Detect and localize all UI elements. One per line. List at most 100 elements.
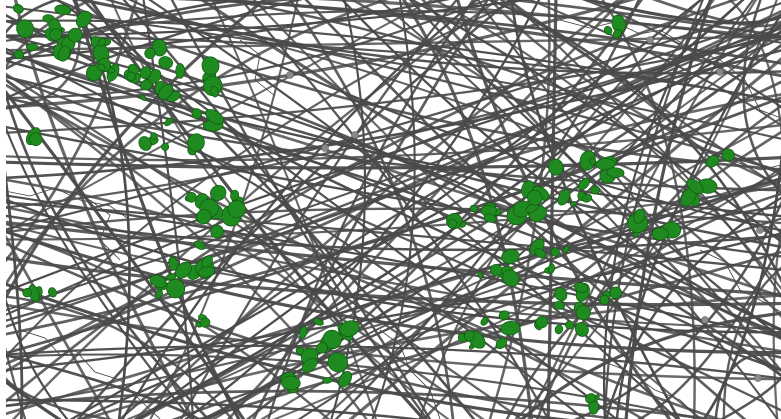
route-line — [239, 0, 550, 419]
route-line — [79, 293, 781, 419]
route-line — [0, 109, 193, 419]
vegetation-patch — [447, 218, 458, 229]
vegetation-patch — [459, 221, 467, 228]
route-line — [0, 80, 781, 337]
vegetation-patch — [49, 28, 63, 41]
route-line — [527, 0, 758, 419]
vegetation-patch — [553, 301, 566, 310]
vegetation-patch — [548, 158, 564, 176]
map-node — [646, 36, 654, 44]
route-line — [505, 192, 781, 419]
route-line — [195, 250, 781, 419]
route-line — [0, 80, 723, 419]
map-node — [756, 226, 764, 234]
route-line — [409, 0, 781, 244]
vegetation-patch — [191, 108, 203, 119]
vegetation-patch — [599, 294, 610, 305]
vegetation-patch — [338, 371, 353, 388]
route-line — [498, 0, 781, 236]
route-line — [0, 74, 368, 419]
route-line — [422, 130, 781, 419]
vegetation-patch — [149, 274, 167, 288]
vegetation-patch — [22, 287, 32, 298]
route-line — [0, 19, 781, 104]
vegetation-patch — [210, 85, 219, 98]
vegetation-patch — [158, 83, 174, 100]
vegetation-patch — [301, 357, 318, 373]
vegetation-patch — [199, 317, 211, 328]
vegetation-patch — [589, 157, 597, 165]
vegetation-patch — [150, 132, 158, 140]
route-line — [0, 0, 523, 365]
route-line — [582, 0, 781, 25]
route-line — [0, 0, 297, 74]
vegetation-patch — [26, 43, 39, 52]
vegetation-patch — [565, 320, 575, 330]
vegetation-patch — [483, 213, 497, 223]
route-line — [476, 0, 781, 372]
vegetation-patch — [155, 289, 163, 299]
vegetation-patch — [477, 270, 483, 279]
vegetation-patch — [186, 191, 197, 203]
vegetation-patch — [609, 286, 622, 299]
route-line — [0, 31, 781, 314]
vegetation-patch — [570, 201, 577, 207]
vegetation-patch — [490, 263, 503, 277]
route-line — [0, 34, 781, 135]
route-line — [507, 0, 781, 298]
vegetation-patch — [581, 193, 593, 203]
vegetation-patch — [651, 227, 669, 241]
vegetation-patch — [175, 261, 192, 279]
vegetation-patch — [550, 247, 560, 257]
map-node — [286, 71, 294, 79]
route-line — [0, 344, 781, 380]
nodes-layer — [286, 36, 764, 382]
vegetation-patch — [578, 177, 591, 191]
vegetation-patch — [210, 185, 227, 201]
route-line — [0, 37, 781, 324]
route-line — [546, 0, 558, 419]
route-line — [0, 321, 27, 419]
vegetation-patch — [205, 109, 224, 125]
vegetation-patch — [686, 178, 704, 195]
vegetation-patch — [534, 248, 547, 259]
route-line — [719, 376, 781, 419]
route-line — [772, 226, 781, 419]
route-line — [0, 95, 781, 192]
route-line — [527, 0, 781, 127]
border-line — [0, 187, 131, 221]
vegetation-patch — [575, 305, 591, 321]
route-line — [0, 193, 781, 338]
vegetation-patch — [126, 71, 137, 82]
route-line — [0, 0, 490, 100]
vegetation-patch — [201, 56, 220, 76]
route-line — [0, 353, 706, 419]
vegetation-patch — [12, 3, 24, 14]
route-line — [136, 24, 781, 419]
route-line — [128, 0, 781, 232]
vegetation-patch — [500, 320, 521, 336]
vegetation-patch — [339, 320, 360, 337]
map-node — [754, 374, 762, 382]
route-line — [190, 0, 781, 78]
vegetation-patch — [721, 148, 735, 162]
route-line — [245, 0, 643, 419]
route-line — [702, 152, 781, 419]
vegetation-patch — [16, 19, 35, 38]
vegetation-patch — [67, 27, 83, 43]
route-line — [142, 0, 195, 419]
vegetation-patch — [316, 342, 328, 354]
vegetation-patch — [139, 94, 147, 101]
route-line — [260, 117, 781, 419]
route-line — [722, 266, 781, 419]
vegetation-patch — [612, 28, 622, 39]
vegetation-patch — [327, 352, 349, 373]
vegetation-patch — [633, 208, 646, 224]
route-line — [0, 123, 781, 162]
vegetation-patch — [193, 240, 206, 250]
vegetation-layer — [12, 3, 735, 415]
vegetation-patch — [554, 287, 568, 302]
route-line — [0, 72, 781, 412]
